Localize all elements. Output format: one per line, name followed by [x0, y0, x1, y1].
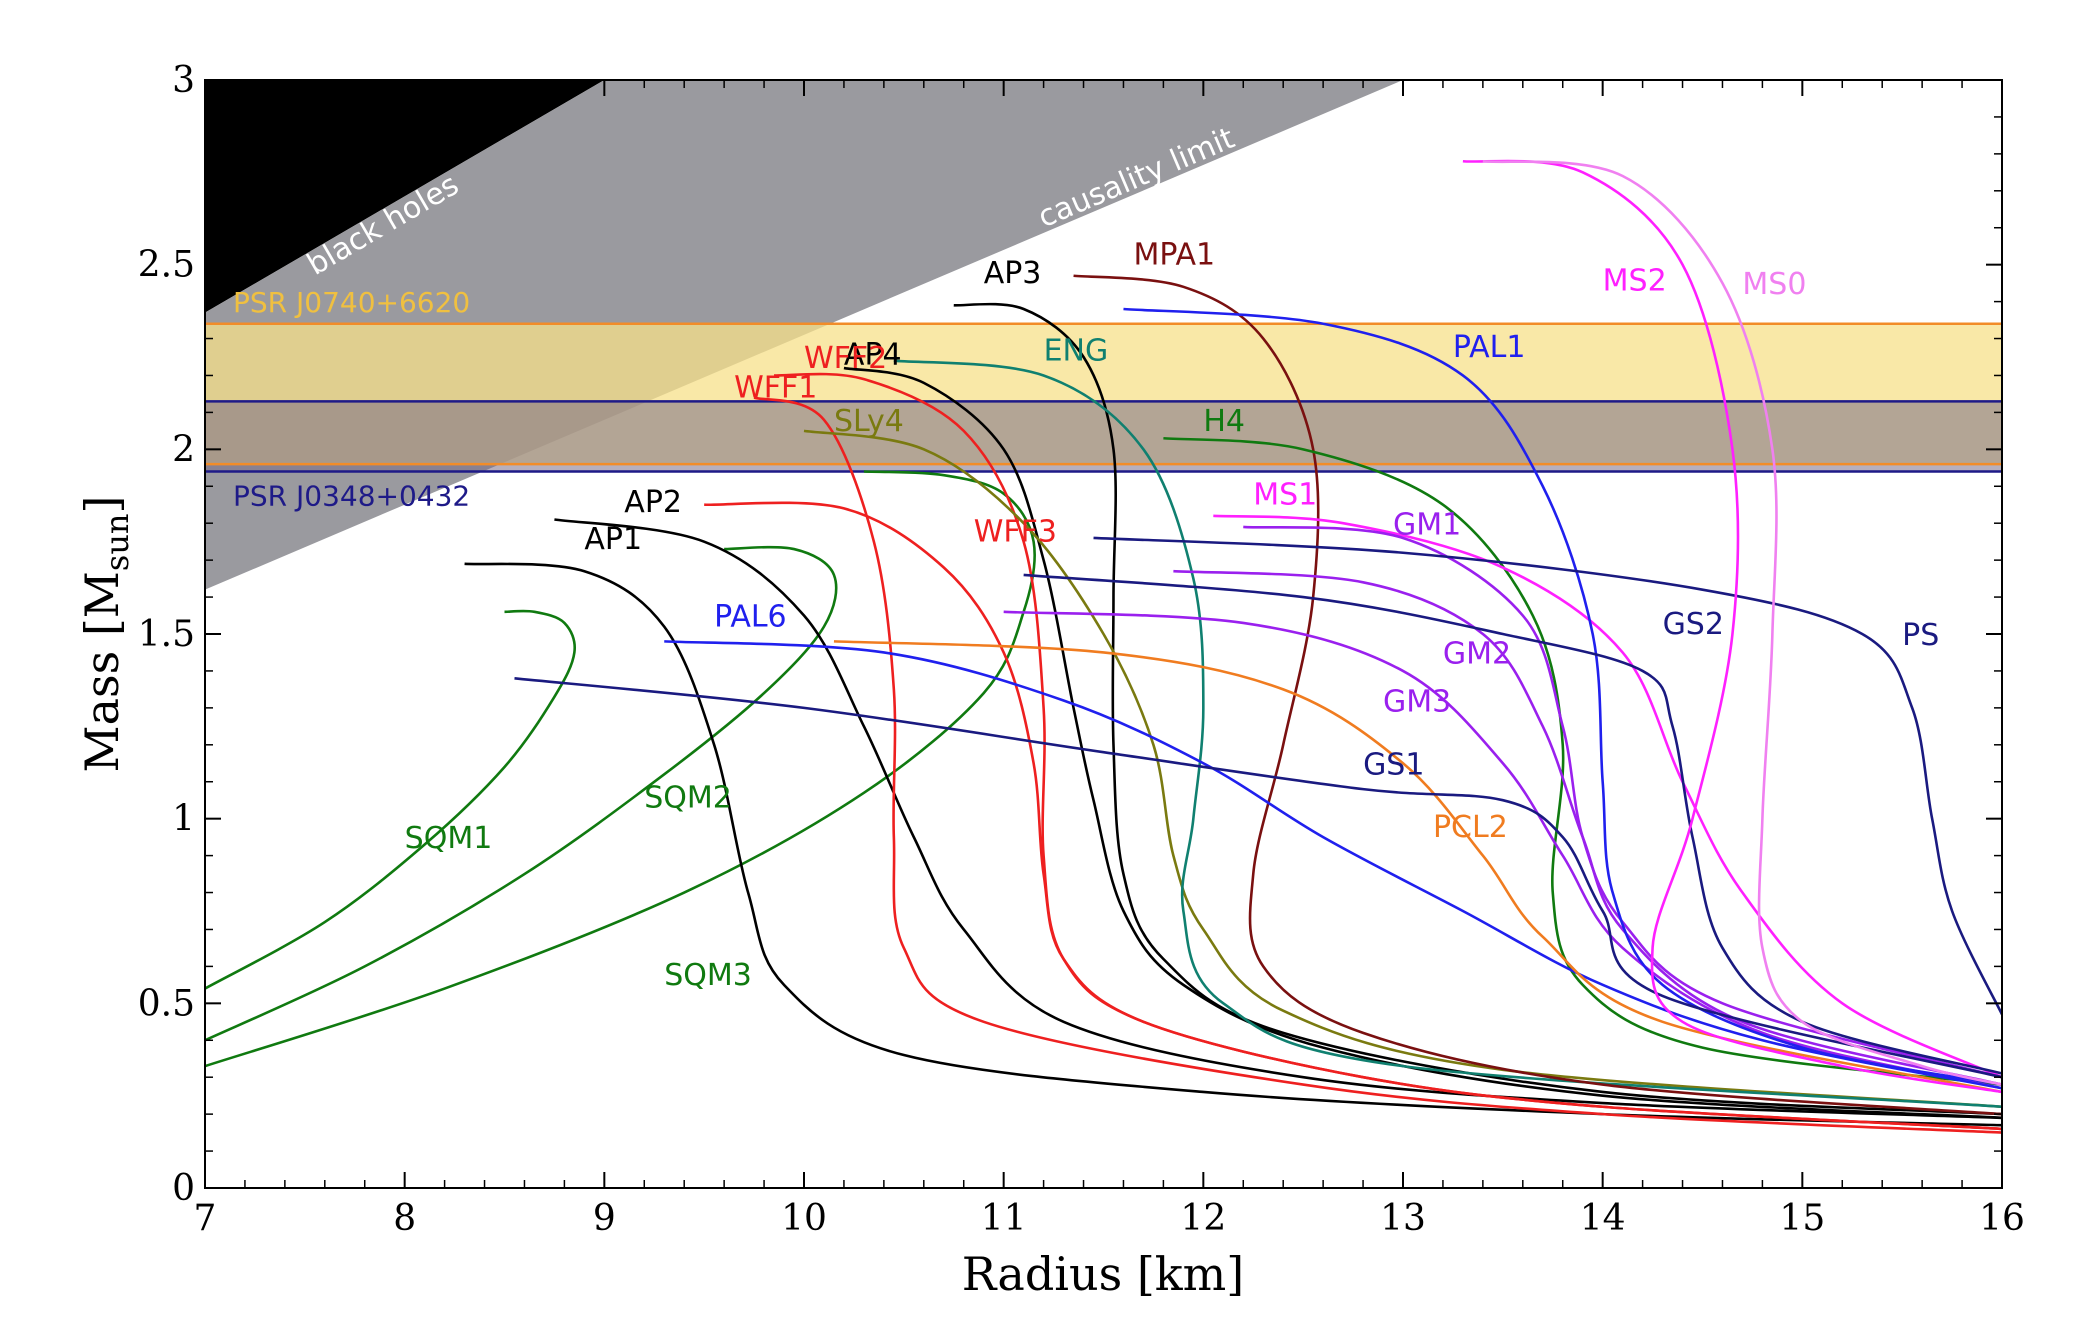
label-gs2: GS2	[1663, 607, 1724, 642]
curve-ms0	[1482, 159, 2002, 1086]
y-tick-label: 2	[172, 429, 195, 470]
curve-gs1	[514, 677, 2002, 1079]
y-tick-label: 1.5	[138, 614, 195, 655]
curve-gs2	[1023, 573, 2002, 1075]
y-axis-title-sub: sun	[98, 513, 136, 571]
x-tick-label: 15	[1779, 1198, 1825, 1239]
curve-ap4	[843, 366, 2002, 1120]
label-wff3: WFF3	[974, 515, 1057, 550]
x-tick-label: 14	[1580, 1198, 1626, 1239]
x-tick-label: 16	[1979, 1198, 2025, 1239]
label-ms1: MS1	[1253, 478, 1317, 513]
label-gm2: GM2	[1443, 637, 1511, 672]
label-sqm2: SQM2	[644, 781, 732, 816]
curve-pal1	[1123, 307, 2002, 1086]
curve-ps	[1093, 536, 2002, 1015]
label-ap4: AP4	[844, 337, 902, 372]
label-mpa1: MPA1	[1133, 238, 1215, 273]
x-tick-label: 13	[1380, 1198, 1426, 1239]
curve-wff1	[753, 396, 2002, 1134]
curve-gm3	[1003, 610, 2002, 1090]
x-tick-label: 8	[393, 1198, 416, 1239]
label-gm3: GM3	[1383, 685, 1451, 720]
label-h4: H4	[1203, 404, 1245, 439]
curve-sqm3	[205, 470, 1036, 1068]
label-sly4: SLy4	[834, 404, 904, 439]
psr-j0348-0432-band	[205, 401, 2002, 472]
curve-sqm1	[205, 609, 577, 990]
label-ms2: MS2	[1603, 264, 1667, 299]
curve-ms1	[1213, 514, 2002, 1079]
y-tick-label: 0.5	[138, 983, 195, 1024]
curve-gm2	[1173, 569, 2002, 1086]
curve-pal6	[664, 640, 2002, 1090]
curve-h4	[1163, 436, 2002, 1086]
pulsar-mass-bands	[205, 322, 2002, 473]
eos-curves	[205, 159, 2002, 1134]
y-axis-title-end: ]	[75, 495, 129, 513]
curve-sqm2	[205, 545, 838, 1042]
label-ps: PS	[1902, 618, 1939, 653]
y-axis-title: Mass [Msun]	[75, 495, 136, 772]
curve-wff3	[704, 501, 2002, 1131]
x-tick-label: 7	[194, 1198, 217, 1239]
curve-ms2	[1462, 159, 2002, 1094]
curve-gm1	[1243, 525, 2002, 1079]
label-ap3: AP3	[984, 256, 1042, 291]
label-wff2: WFF2	[804, 341, 887, 376]
axis-ticks: 7 8 9 10 11 12 13 14 15 16 0 0.5 1 1.5 2 2.5 3	[138, 60, 2025, 1239]
x-axis-title: Radius [km]	[962, 1247, 1245, 1301]
label-pal6: PAL6	[714, 600, 787, 635]
x-tick-label: 10	[781, 1198, 827, 1239]
y-tick-label: 3	[172, 60, 195, 101]
label-ap2: AP2	[624, 485, 682, 520]
curve-eng	[893, 359, 2002, 1109]
y-tick-label: 0	[172, 1168, 195, 1209]
x-tick-label: 11	[981, 1198, 1027, 1239]
label-gs1: GS1	[1363, 747, 1424, 782]
label-pcl2: PCL2	[1433, 810, 1508, 845]
y-tick-label: 2.5	[138, 245, 195, 286]
label-ap1: AP1	[584, 522, 642, 557]
label-pal1: PAL1	[1453, 330, 1526, 365]
x-tick-label: 9	[593, 1198, 616, 1239]
psr-j0740-6620-label: PSR J0740+6620	[233, 286, 470, 319]
curve-pcl2	[833, 640, 2002, 1094]
label-gm1: GM1	[1393, 507, 1461, 542]
psr-j0348-0432-label: PSR J0348+0432	[233, 479, 470, 512]
label-eng: ENG	[1044, 334, 1109, 369]
y-tick-label: 1	[172, 799, 195, 840]
x-tick-label: 12	[1180, 1198, 1226, 1239]
label-sqm1: SQM1	[405, 821, 493, 856]
curve-ap3	[953, 302, 2002, 1116]
label-sqm3: SQM3	[664, 958, 752, 993]
label-ms0: MS0	[1742, 267, 1806, 302]
y-axis-title-main: Mass [M	[75, 571, 129, 772]
curve-ap2	[554, 518, 2002, 1120]
label-wff1: WFF1	[734, 371, 817, 406]
